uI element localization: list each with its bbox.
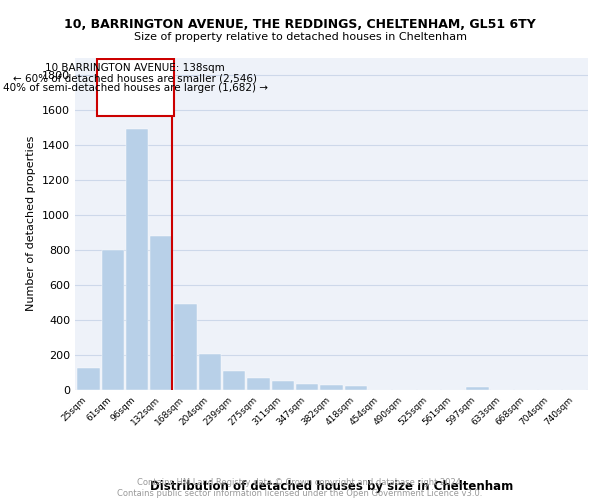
Bar	[272, 381, 294, 390]
X-axis label: Distribution of detached houses by size in Cheltenham: Distribution of detached houses by size …	[150, 480, 513, 492]
Bar	[296, 384, 319, 390]
Bar	[150, 236, 172, 390]
Text: Contains HM Land Registry data © Crown copyright and database right 2024.
Contai: Contains HM Land Registry data © Crown c…	[118, 478, 482, 498]
Text: 40% of semi-detached houses are larger (1,682) →: 40% of semi-detached houses are larger (…	[3, 83, 268, 93]
Bar	[97, 59, 174, 116]
Bar	[466, 387, 488, 390]
Bar	[199, 354, 221, 390]
Bar	[247, 378, 270, 390]
Bar	[126, 129, 148, 390]
Y-axis label: Number of detached properties: Number of detached properties	[26, 136, 37, 312]
Bar	[320, 385, 343, 390]
Bar	[175, 304, 197, 390]
Text: ← 60% of detached houses are smaller (2,546): ← 60% of detached houses are smaller (2,…	[13, 73, 257, 83]
Text: 10 BARRINGTON AVENUE: 138sqm: 10 BARRINGTON AVENUE: 138sqm	[46, 62, 225, 72]
Bar	[223, 371, 245, 390]
Text: Size of property relative to detached houses in Cheltenham: Size of property relative to detached ho…	[133, 32, 467, 42]
Bar	[344, 386, 367, 390]
Text: 10, BARRINGTON AVENUE, THE REDDINGS, CHELTENHAM, GL51 6TY: 10, BARRINGTON AVENUE, THE REDDINGS, CHE…	[64, 18, 536, 30]
Bar	[77, 368, 100, 390]
Bar	[101, 250, 124, 390]
